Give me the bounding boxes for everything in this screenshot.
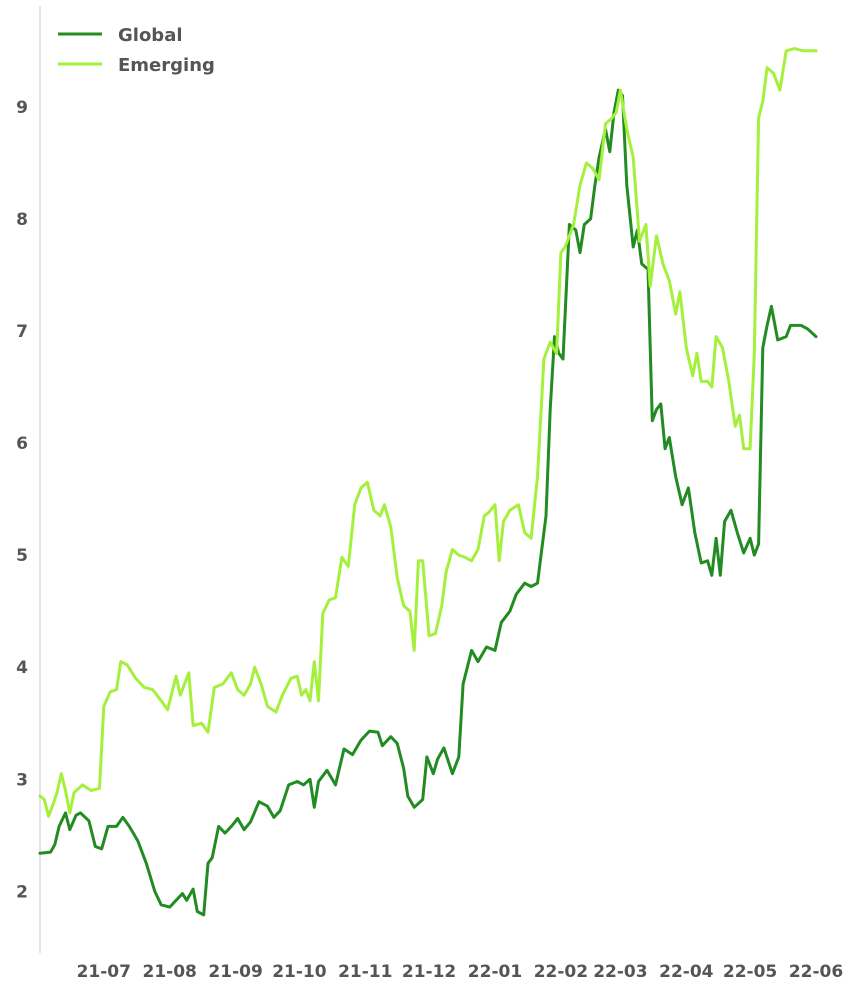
x-tick-label: 21-07 xyxy=(77,962,131,982)
x-tick-label: 22-01 xyxy=(468,962,522,982)
y-tick-label: 5 xyxy=(16,546,28,566)
y-tick-label: 4 xyxy=(16,658,28,678)
y-tick-label: 9 xyxy=(16,98,28,118)
y-tick-label: 6 xyxy=(16,434,28,454)
x-tick-label: 21-08 xyxy=(143,962,197,982)
x-tick-label: 21-12 xyxy=(402,962,456,982)
y-tick-label: 2 xyxy=(16,882,28,902)
y-tick-label: 3 xyxy=(16,770,28,790)
y-tick-label: 7 xyxy=(16,322,28,342)
legend-label-global: Global xyxy=(118,25,183,46)
x-tick-label: 22-03 xyxy=(593,962,647,982)
x-tick-label: 22-04 xyxy=(659,962,714,982)
x-tick-label: 21-10 xyxy=(272,962,327,982)
x-tick-label: 22-05 xyxy=(723,962,777,982)
x-tick-label: 22-02 xyxy=(534,962,588,982)
legend-label-emerging: Emerging xyxy=(118,55,215,76)
series-line-emerging xyxy=(38,47,818,818)
x-tick-label: 22-06 xyxy=(789,962,843,982)
y-tick-label: 8 xyxy=(16,210,28,230)
x-tick-label: 21-09 xyxy=(208,962,262,982)
x-tick-label: 21-11 xyxy=(338,962,392,982)
series-line-global xyxy=(38,88,818,917)
